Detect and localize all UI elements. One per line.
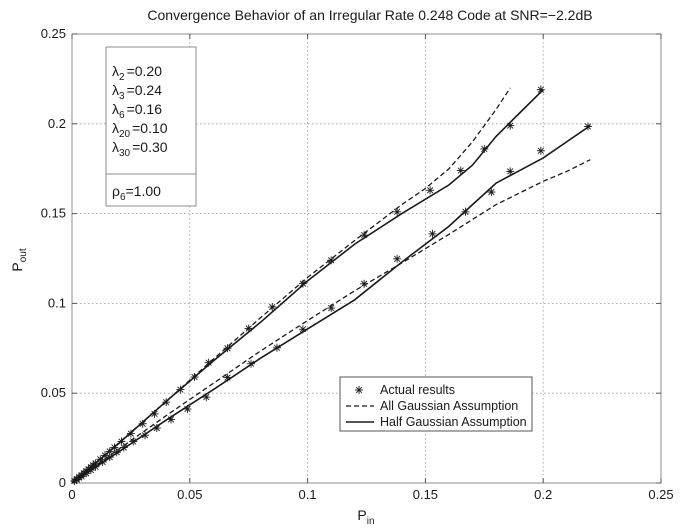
x-tick-label: 0.15 — [413, 487, 438, 502]
x-axis-label-sub: in — [367, 516, 375, 527]
asterisk-stroke — [153, 424, 160, 432]
parameter-value: =0.24 — [127, 82, 163, 98]
parameter-symbol: λ — [112, 63, 119, 79]
series-line-half-gaussian-assumption — [71, 89, 544, 484]
y-tick-label: 0.15 — [41, 206, 66, 221]
parameter-subscript: 3 — [119, 91, 125, 102]
parameter-20: λ20 =0.10 — [112, 120, 168, 140]
asterisk-stroke — [507, 122, 514, 129]
parameter-rho: ρ6=1.00 — [112, 183, 161, 203]
asterisk-stroke — [203, 394, 210, 401]
y-axis-label-base: P — [9, 262, 25, 271]
grid-lines — [72, 34, 661, 483]
asterisk-stroke — [151, 410, 158, 418]
data-point-asterisk — [506, 167, 515, 176]
asterisk-stroke — [360, 232, 368, 239]
asterisk-stroke — [328, 257, 335, 264]
parameter-3: λ3 =0.24 — [112, 82, 162, 102]
legend-label: Half Gaussian Assumption — [380, 415, 527, 429]
y-tick-label: 0.2 — [48, 116, 66, 131]
parameter-value: =0.30 — [132, 139, 168, 155]
asterisk-stroke — [184, 405, 191, 413]
parameter-symbol: ρ — [112, 183, 120, 199]
asterisk-stroke — [167, 416, 175, 423]
series-all-gaussian-assumption — [71, 159, 591, 484]
y-axis-label-sub: out — [18, 248, 29, 262]
legend: Actual results All Gaussian Assumption Hal… — [339, 376, 533, 432]
legend-item-half-gaussian-assumption: Half Gaussian Assumption — [346, 415, 527, 429]
axis-ticks: 0 0.05 0.1 0.15 0.2 0.25 0 0.05 0.1 0.15 0.2 0.25 — [41, 26, 674, 502]
parameter-symbol: λ — [112, 139, 119, 155]
asterisk-stroke — [360, 280, 368, 287]
parameter-value: =1.00 — [126, 183, 162, 199]
parameter-value: =0.20 — [127, 63, 163, 79]
x-tick-label: 0.1 — [299, 487, 317, 502]
series-half-gaussian-assumption — [71, 124, 591, 484]
asterisk-stroke — [457, 167, 464, 174]
x-axis-label: Pin — [357, 507, 374, 527]
asterisk-stroke — [328, 304, 335, 312]
legend-swatch-asterisk — [355, 386, 363, 394]
parameter-subscript: 30 — [119, 148, 131, 159]
parameter-subscript: 6 — [119, 110, 125, 121]
asterisk-stroke — [507, 168, 514, 175]
parameter-30: λ30 =0.30 — [112, 139, 168, 159]
parameter-symbol: λ — [112, 120, 119, 136]
x-tick-label: 0.2 — [534, 487, 552, 502]
data-point-asterisk — [536, 146, 545, 155]
legend-label: All Gaussian Assumption — [380, 399, 518, 413]
series-line-all-gaussian-assumption — [71, 159, 591, 484]
legend-item-actual-results: Actual results — [355, 383, 455, 397]
asterisk-stroke — [429, 230, 436, 238]
parameter-value: =0.16 — [127, 101, 163, 117]
data-point-asterisk — [428, 229, 437, 238]
data-point-asterisk — [487, 188, 496, 197]
x-tick-label: 0 — [68, 487, 75, 502]
asterisk-stroke — [537, 86, 544, 93]
parameter-subscript: 2 — [119, 72, 125, 83]
parameter-value: =0.10 — [132, 120, 168, 136]
asterisk-stroke — [224, 374, 231, 381]
asterisk-stroke — [488, 188, 495, 196]
parameter-symbol: λ — [112, 101, 119, 117]
chart-title: Convergence Behavior of an Irregular Rat… — [147, 7, 592, 23]
data-point-asterisk — [393, 254, 402, 263]
series-layer — [70, 85, 592, 486]
parameter-6: λ6 =0.16 — [112, 101, 162, 121]
parameter-box-frame — [105, 46, 197, 207]
asterisk-stroke — [139, 420, 146, 427]
plot-frame — [71, 33, 662, 484]
asterisk-stroke — [393, 208, 401, 215]
x-tick-label: 0.05 — [177, 487, 202, 502]
data-point-asterisk — [426, 186, 435, 195]
data-point-asterisk — [152, 424, 161, 433]
parameter-symbol: λ — [112, 82, 119, 98]
x-axis-label-base: P — [357, 507, 366, 523]
series-half-gaussian-assumption — [71, 89, 544, 484]
parameter-2: λ2 =0.20 — [112, 63, 162, 83]
series-line-half-gaussian-assumption — [71, 124, 591, 484]
y-tick-label: 0.1 — [48, 295, 66, 310]
asterisk-stroke — [299, 280, 307, 287]
parameter-subscript: 6 — [120, 192, 126, 203]
legend-label: Actual results — [380, 383, 455, 397]
legend-item-all-gaussian-assumption: All Gaussian Assumption — [346, 399, 518, 413]
asterisk-stroke — [537, 147, 544, 154]
parameter-subscript: 20 — [119, 129, 131, 140]
data-point-asterisk — [393, 207, 402, 216]
asterisk-stroke — [481, 145, 488, 153]
asterisk-stroke — [355, 386, 363, 394]
y-tick-label: 0.25 — [41, 26, 66, 41]
y-tick-label: 0 — [59, 475, 66, 490]
asterisk-stroke — [426, 187, 434, 194]
y-axis-label: Pout — [9, 248, 29, 271]
asterisk-stroke — [299, 326, 307, 333]
y-tick-label: 0.05 — [41, 385, 66, 400]
x-tick-label: 0.25 — [648, 487, 673, 502]
asterisk-stroke — [393, 255, 401, 263]
